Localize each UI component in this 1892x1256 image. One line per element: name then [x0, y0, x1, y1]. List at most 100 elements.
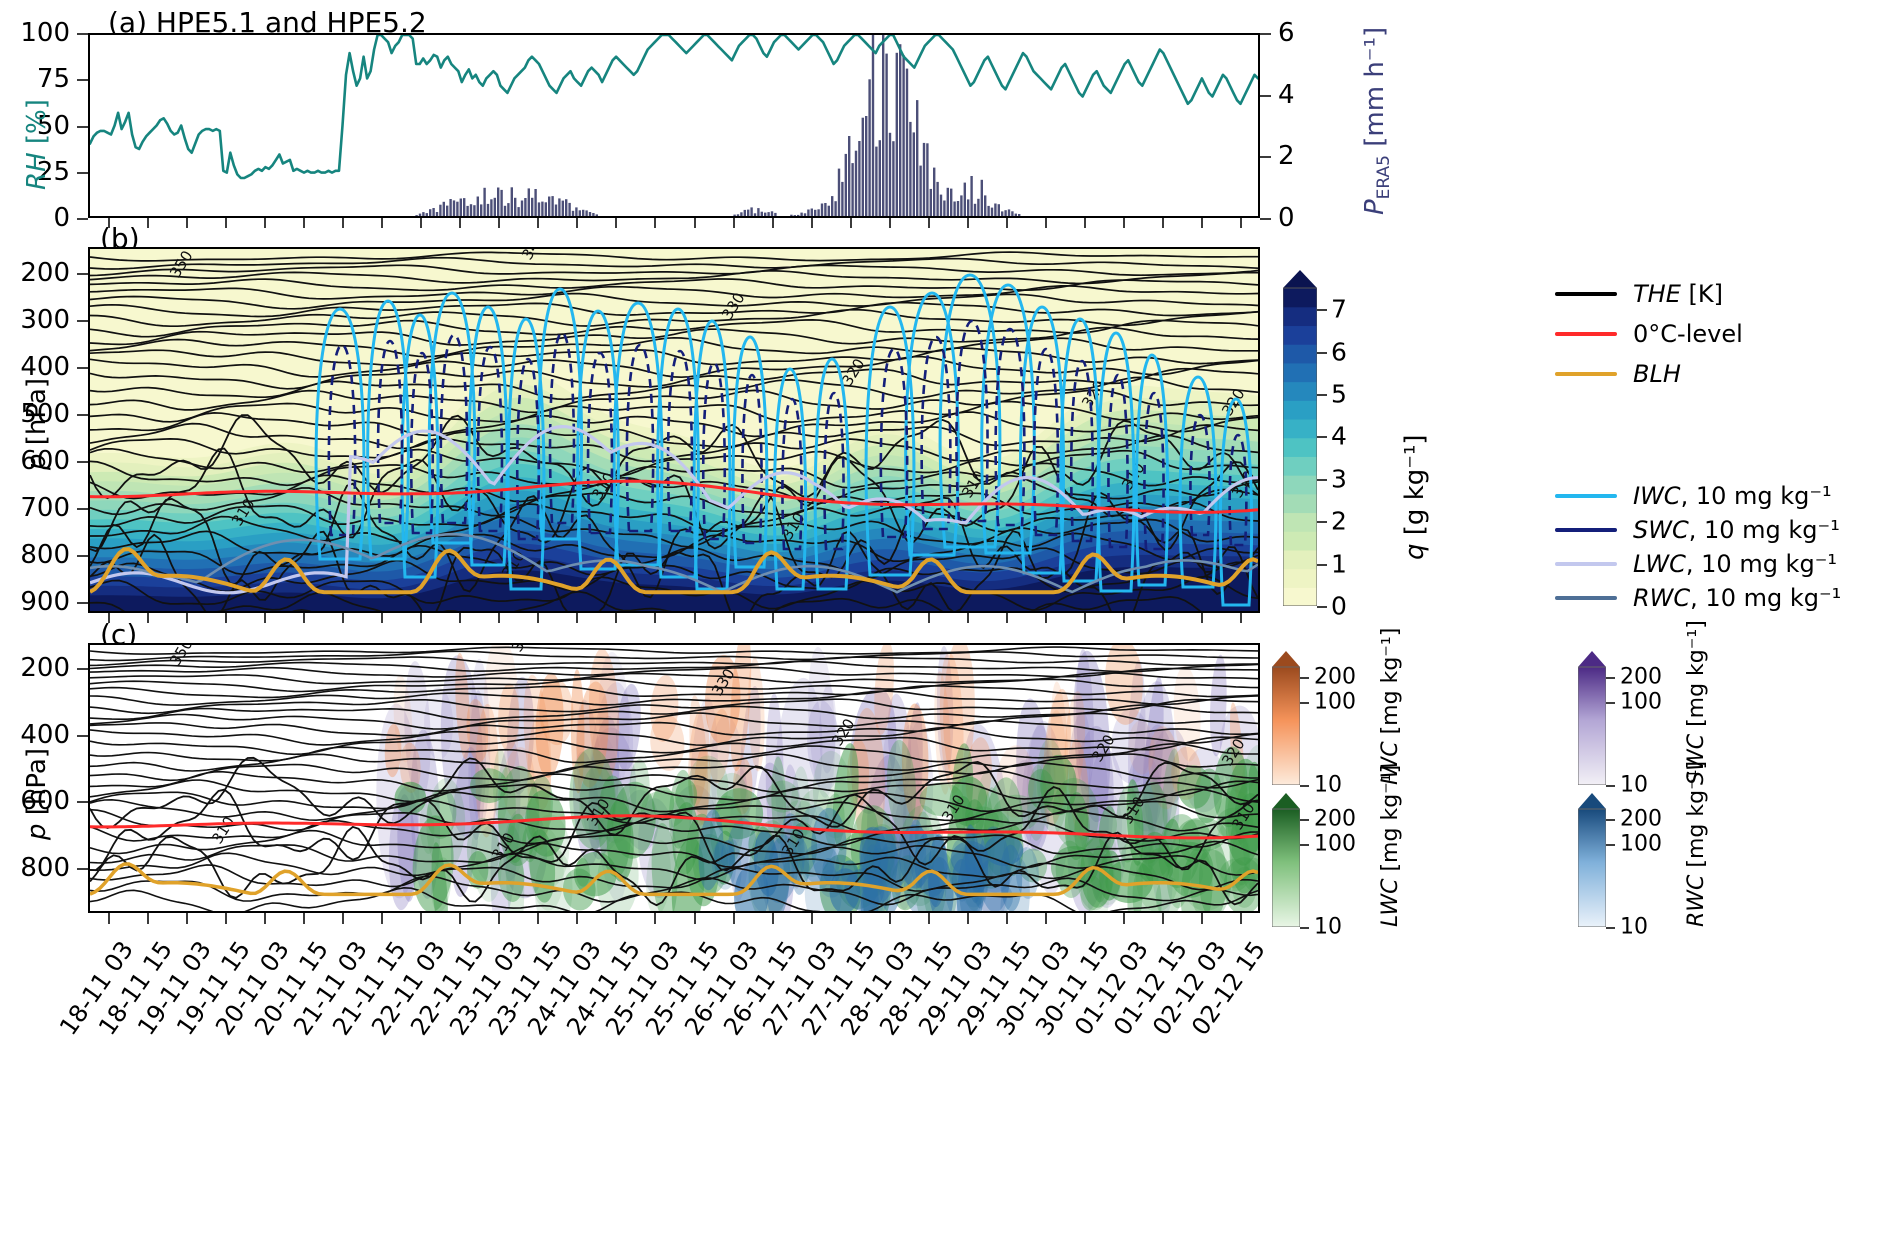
x-axis-tick: [146, 913, 149, 924]
x-axis-tick-label: 28-11 15: [874, 936, 959, 1041]
panel-b-y-tick: [77, 554, 88, 557]
x-axis-tick: [967, 613, 969, 623]
colorbar-tick-label: 200: [1314, 664, 1356, 689]
x-axis-tick: [927, 218, 930, 228]
p-symbol-c: p: [22, 823, 52, 840]
x-axis-tick: [967, 218, 969, 228]
x-axis-tick: [693, 218, 696, 228]
x-axis-tick: [224, 913, 227, 924]
panel-c-y-tick: [77, 734, 88, 737]
colorbar-swc: 10 100 200 SWC [mg kg⁻¹]: [1578, 620, 1868, 798]
x-axis-tick: [771, 913, 774, 924]
colorbar-unit: [mg kg⁻¹]: [1378, 627, 1403, 742]
x-axis-tick: [341, 218, 344, 228]
x-axis-tick: [693, 613, 696, 623]
colorbar-rwc-body: [1578, 793, 1606, 927]
panel-a-left-tick: [77, 171, 88, 174]
colorbar-rwc-label: RWC [mg kg⁻¹]: [1684, 761, 1709, 927]
legend-species-swatch: [1555, 562, 1617, 566]
rh-symbol: RH: [22, 152, 52, 190]
panel-a-right-tick-label: 2: [1278, 141, 1295, 172]
x-axis-tick-label: 19-11 15: [170, 936, 256, 1041]
legend-species-rest: , 10 mg kg⁻¹: [1690, 584, 1842, 612]
x-axis-tick: [888, 613, 891, 623]
panel-a-left-tick: [77, 79, 88, 82]
x-axis-tick: [1240, 613, 1243, 623]
x-axis-tick-label: 25-11 03: [600, 936, 686, 1041]
colorbar-tick-label: 200: [1620, 806, 1662, 831]
x-axis-tick-label: 01-12 03: [1069, 936, 1155, 1041]
x-axis-tick-label: 20-11 03: [209, 936, 295, 1041]
x-axis-tick-label: 29-11 15: [952, 936, 1037, 1041]
x-axis-tick: [849, 613, 852, 623]
panel-a-right-tick: [1260, 218, 1271, 220]
colorbar-q-extend-arrow: [1283, 270, 1317, 288]
panel-c-y-tick-label: 400: [20, 719, 70, 750]
legend-species: IWC, 10 mg kg⁻¹ SWC, 10 mg kg⁻¹ LWC, 10 mg…: [1555, 480, 1892, 620]
colorbar-q-tick-label: 4: [1331, 421, 1347, 451]
x-axis-tick-label: 27-11 03: [756, 936, 842, 1041]
x-axis-tick: [654, 913, 657, 924]
panel-a-right-tick: [1260, 156, 1271, 159]
x-axis-tick: [537, 218, 540, 228]
x-axis-tick: [498, 218, 501, 228]
x-axis-tick: [1006, 613, 1009, 623]
x-axis-tick: [654, 218, 657, 228]
x-axis-tick: [459, 913, 462, 924]
colorbar-q-tick-label: 5: [1331, 379, 1347, 409]
x-axis-tick: [693, 913, 696, 924]
colorbar-tick: [1606, 818, 1615, 821]
colorbar-q-tick-label: 2: [1331, 506, 1347, 536]
x-axis-tick: [1045, 218, 1048, 228]
colorbar-q-tick-label: 7: [1331, 294, 1347, 324]
x-axis-tick-label: 25-11 15: [639, 936, 725, 1041]
panel-b-axes: 350340330320320320310310310310310310310: [88, 247, 1260, 613]
panel-b-y-tick-label: 200: [20, 257, 70, 288]
panel-b-y-tick-label: 900: [20, 586, 70, 617]
x-axis-tick: [381, 613, 383, 623]
x-axis-tick-label: 22-11 03: [366, 936, 451, 1041]
x-axis-tick: [263, 613, 266, 623]
x-axis-tick: [341, 613, 344, 623]
x-axis-tick: [146, 613, 149, 623]
x-axis-tick: [849, 218, 852, 228]
colorbar-q-tick: [1317, 394, 1327, 396]
colorbar-q-tick-label: 3: [1331, 464, 1347, 494]
rh-unit: [%]: [22, 99, 52, 153]
colorbar-unit: [mg kg⁻¹]: [1684, 620, 1709, 734]
x-axis-tick-label: 29-11 03: [913, 936, 998, 1041]
panel-a-left-tick-label: 0: [53, 203, 70, 233]
colorbar-q-tick: [1317, 606, 1327, 608]
x-axis-tick: [1201, 913, 1204, 924]
the-contours-c: 350340330320320320310310310310310310310: [90, 645, 1258, 911]
x-axis-tick-label: 19-11 03: [131, 936, 217, 1041]
colorbar-tick: [1300, 843, 1309, 846]
panel-b-y-tick-label: 300: [20, 304, 70, 335]
colorbar-tick: [1300, 676, 1309, 679]
panel-c-plot: 350340330320320320310310310310310310310: [90, 645, 1258, 911]
legend-line-rest: [K]: [1680, 280, 1723, 308]
panel-b-y-tick: [77, 319, 88, 322]
panel-a-left-tick: [77, 125, 88, 128]
legend-line-label: THE [K]: [1633, 280, 1723, 308]
x-axis-tick: [185, 913, 188, 924]
colorbar-lwc: 10 100 200 LWC [mg kg⁻¹]: [1272, 765, 1562, 940]
x-axis-tick: [615, 218, 618, 228]
x-axis-tick: [1123, 913, 1126, 924]
panel-c-y-tick: [77, 668, 88, 671]
legend-line-swatch: [1555, 332, 1617, 336]
panel-c-y-tick-label: 800: [20, 852, 70, 883]
legend-line-label: BLH: [1633, 360, 1681, 388]
zero-degree-level-b: [90, 479, 1258, 514]
legend-line-swatch: [1555, 372, 1617, 376]
colorbar-unit: [mg kg⁻¹]: [1378, 764, 1403, 879]
x-axis-tick: [498, 613, 501, 623]
x-axis-tick: [1084, 218, 1087, 228]
panel-a-left-tick: [77, 218, 88, 220]
colorbar-swc-body: [1578, 651, 1606, 785]
colorbars-panel-c: 10 100 200 IWC [mg kg⁻¹] 10 100 200 SWC [mg kg…: [1268, 620, 1892, 940]
colorbar-iwc-body: [1272, 651, 1300, 785]
panel-a-left-axis-label: RH [%]: [22, 99, 52, 190]
svg-text:340: 340: [508, 645, 538, 655]
colorbar-iwc: 10 100 200 IWC [mg kg⁻¹]: [1272, 628, 1562, 798]
